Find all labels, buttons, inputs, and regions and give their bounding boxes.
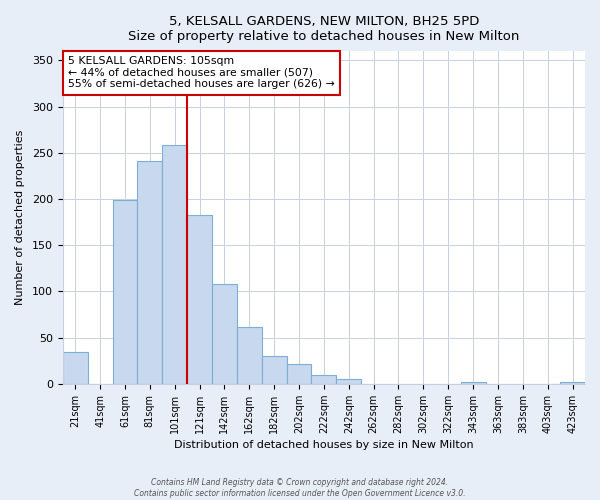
X-axis label: Distribution of detached houses by size in New Milton: Distribution of detached houses by size … xyxy=(174,440,474,450)
Bar xyxy=(162,146,187,384)
Bar xyxy=(187,214,212,384)
Bar xyxy=(63,352,88,384)
Title: 5, KELSALL GARDENS, NEW MILTON, BH25 5PD
Size of property relative to detached h: 5, KELSALL GARDENS, NEW MILTON, BH25 5PD… xyxy=(128,15,520,43)
Y-axis label: Number of detached properties: Number of detached properties xyxy=(15,130,25,305)
Text: Contains HM Land Registry data © Crown copyright and database right 2024.
Contai: Contains HM Land Registry data © Crown c… xyxy=(134,478,466,498)
Bar xyxy=(262,356,287,384)
Text: 5 KELSALL GARDENS: 105sqm
← 44% of detached houses are smaller (507)
55% of semi: 5 KELSALL GARDENS: 105sqm ← 44% of detac… xyxy=(68,56,335,90)
Bar xyxy=(212,284,237,384)
Bar xyxy=(113,200,137,384)
Bar xyxy=(287,364,311,384)
Bar xyxy=(311,374,337,384)
Bar xyxy=(461,382,485,384)
Bar xyxy=(560,382,585,384)
Bar xyxy=(337,379,361,384)
Bar xyxy=(137,161,162,384)
Bar xyxy=(237,328,262,384)
